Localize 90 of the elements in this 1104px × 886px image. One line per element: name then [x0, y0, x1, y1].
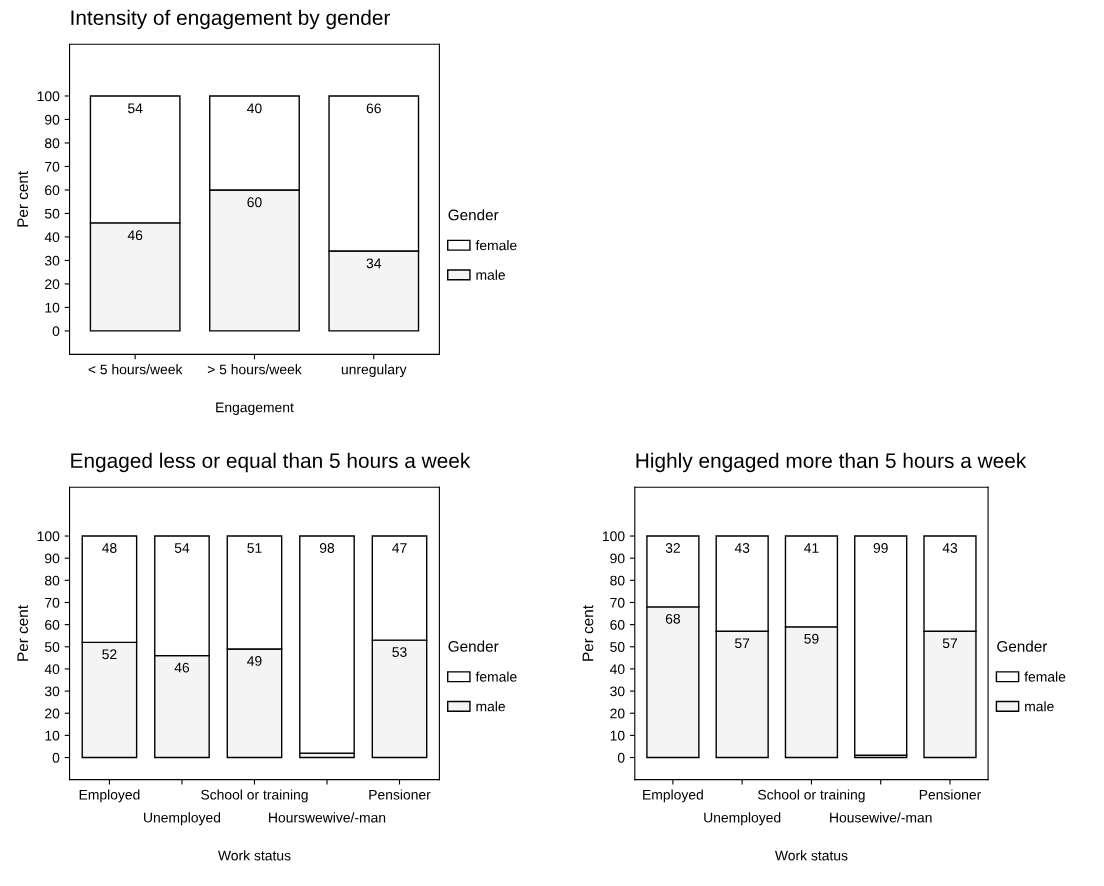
y-tick-label: 70	[45, 597, 60, 608]
y-tick-label: 100	[37, 531, 60, 542]
legend-label: female	[475, 240, 517, 251]
chart-title: Engaged less or equal than 5 hours a week	[71, 452, 471, 473]
y-tick-label: 90	[45, 114, 60, 125]
legend-label: male	[1025, 701, 1054, 712]
y-tick-label: 60	[45, 185, 60, 196]
x-tick-label: > 5 hours/week	[207, 364, 302, 375]
x-tick-label: Pensioner	[369, 789, 431, 800]
x-tick-label: Housewive/-man	[830, 812, 932, 823]
data-label: 57	[942, 638, 958, 649]
y-tick-label: 80	[44, 575, 60, 586]
y-tick-label: 50	[610, 642, 625, 652]
y-tick-label: 80	[44, 138, 60, 149]
y-tick-label: 20	[610, 708, 625, 719]
data-label: 48	[102, 543, 117, 553]
legend-title: Gender	[997, 640, 1048, 652]
x-tick-label: Employed	[79, 789, 140, 803]
y-tick-label: 10	[45, 730, 60, 741]
y-tick-label: 50	[44, 642, 60, 652]
data-label: 32	[665, 543, 680, 553]
y-tick-label: 50	[44, 208, 60, 219]
y-tick-label: 60	[610, 619, 625, 630]
x-axis-title: Work status	[218, 850, 291, 861]
data-label: 99	[873, 543, 888, 553]
y-tick-label: 10	[45, 302, 60, 313]
y-tick-label: 40	[44, 664, 60, 675]
x-tick-label: Employed	[643, 789, 703, 803]
x-tick-label: Unemployed	[704, 812, 781, 826]
bar	[854, 535, 908, 757]
x-axis-title: Engagement	[216, 402, 294, 416]
data-label: 46	[127, 230, 143, 241]
y-tick-label: 0	[617, 752, 625, 763]
y-tick-label: 90	[610, 553, 625, 564]
y-tick-label: 30	[44, 686, 60, 697]
x-tick-label: unregulary	[341, 364, 407, 378]
y-tick-label: 60	[45, 619, 60, 630]
y-tick-label: 90	[45, 553, 60, 564]
data-label: 54	[174, 543, 190, 553]
data-label: 68	[665, 613, 681, 624]
chart-title: Intensity of engagement by gender	[71, 9, 391, 30]
data-label: 60	[247, 197, 262, 208]
data-label: 46	[174, 662, 190, 673]
y-tick-label: 70	[45, 161, 60, 172]
y-tick-label: 40	[609, 664, 625, 675]
data-label: 57	[735, 638, 750, 649]
bar	[299, 535, 355, 754]
y-tick-label: 80	[610, 575, 625, 586]
x-axis-title: Work status	[774, 850, 848, 861]
y-tick-label: 20	[45, 708, 60, 719]
legend-label: female	[1024, 671, 1066, 682]
legend-title: Gender	[448, 209, 499, 221]
y-axis-title: Per cent	[17, 605, 29, 661]
y-tick-label: 10	[610, 730, 625, 741]
data-label: 41	[804, 543, 819, 553]
y-axis-title: Per cent	[17, 171, 29, 227]
data-label: 40	[247, 103, 262, 114]
x-tick-label: < 5 hours/week	[88, 364, 183, 375]
chart-title: Highly engaged more than 5 hours a week	[636, 452, 1027, 473]
x-tick-label: School or training	[201, 789, 308, 803]
y-tick-label: 0	[52, 326, 60, 337]
y-tick-label: 100	[602, 531, 625, 542]
y-axis-title: Per cent	[582, 605, 594, 661]
data-label: 49	[247, 656, 262, 666]
data-label: 47	[392, 543, 407, 553]
data-label: 54	[128, 103, 143, 114]
y-tick-label: 30	[610, 686, 625, 697]
legend-label: female	[475, 671, 517, 682]
data-label: 52	[102, 649, 117, 660]
y-tick-label: 40	[44, 232, 60, 243]
data-label: 59	[804, 633, 819, 644]
legend-title: Gender	[448, 640, 499, 652]
data-label: 98	[319, 543, 335, 553]
legend-label: male	[476, 269, 505, 280]
x-tick-label: School or training	[758, 789, 865, 803]
data-label: 51	[247, 543, 262, 553]
y-tick-label: 20	[45, 279, 60, 290]
x-tick-label: Unemployed	[144, 812, 221, 826]
data-label: 43	[734, 543, 750, 553]
data-label: 66	[366, 103, 381, 114]
y-tick-label: 70	[610, 597, 625, 608]
y-tick-label: 100	[37, 91, 60, 102]
data-label: 43	[942, 543, 958, 553]
data-label: 53	[392, 647, 407, 657]
x-tick-label: Pensioner	[919, 789, 982, 800]
y-tick-label: 0	[52, 752, 60, 763]
legend-label: male	[476, 701, 505, 712]
y-tick-label: 30	[44, 255, 60, 266]
data-label: 34	[366, 258, 382, 269]
x-tick-label: Hourswewive/-man	[269, 812, 386, 823]
